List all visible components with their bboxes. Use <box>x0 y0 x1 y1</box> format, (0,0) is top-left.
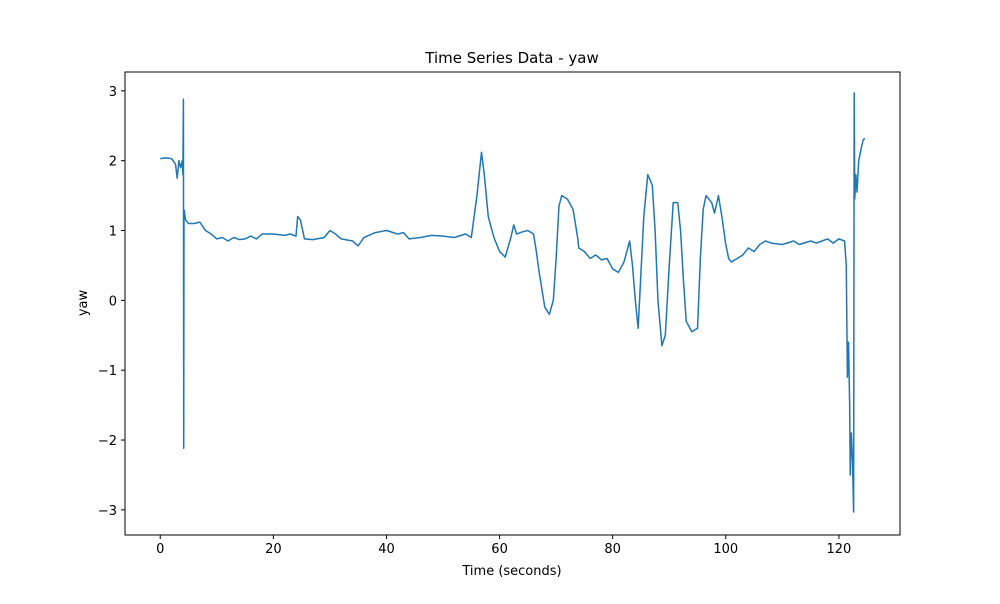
x-tick-label: 40 <box>378 542 395 557</box>
x-tick-label: 60 <box>491 542 508 557</box>
x-tick-label: 80 <box>604 542 621 557</box>
x-tick-label: 0 <box>156 542 164 557</box>
chart-title: Time Series Data - yaw <box>424 49 598 67</box>
y-tick-label: 2 <box>109 155 117 170</box>
y-tick-label: −2 <box>98 434 117 449</box>
y-tick-label: 0 <box>109 294 117 309</box>
data-line <box>160 92 866 513</box>
y-tick-label: 1 <box>109 225 117 240</box>
x-tick-label: 20 <box>265 542 282 557</box>
plot-frame <box>124 71 901 536</box>
y-tick-label: 3 <box>109 85 117 100</box>
y-axis-label: yaw <box>76 289 91 316</box>
y-tick-label: −1 <box>98 364 117 379</box>
y-tick-label: −3 <box>98 504 117 519</box>
x-axis-label: Time (seconds) <box>461 564 561 579</box>
x-tick-label: 100 <box>713 542 738 557</box>
x-tick-label: 120 <box>827 542 852 557</box>
